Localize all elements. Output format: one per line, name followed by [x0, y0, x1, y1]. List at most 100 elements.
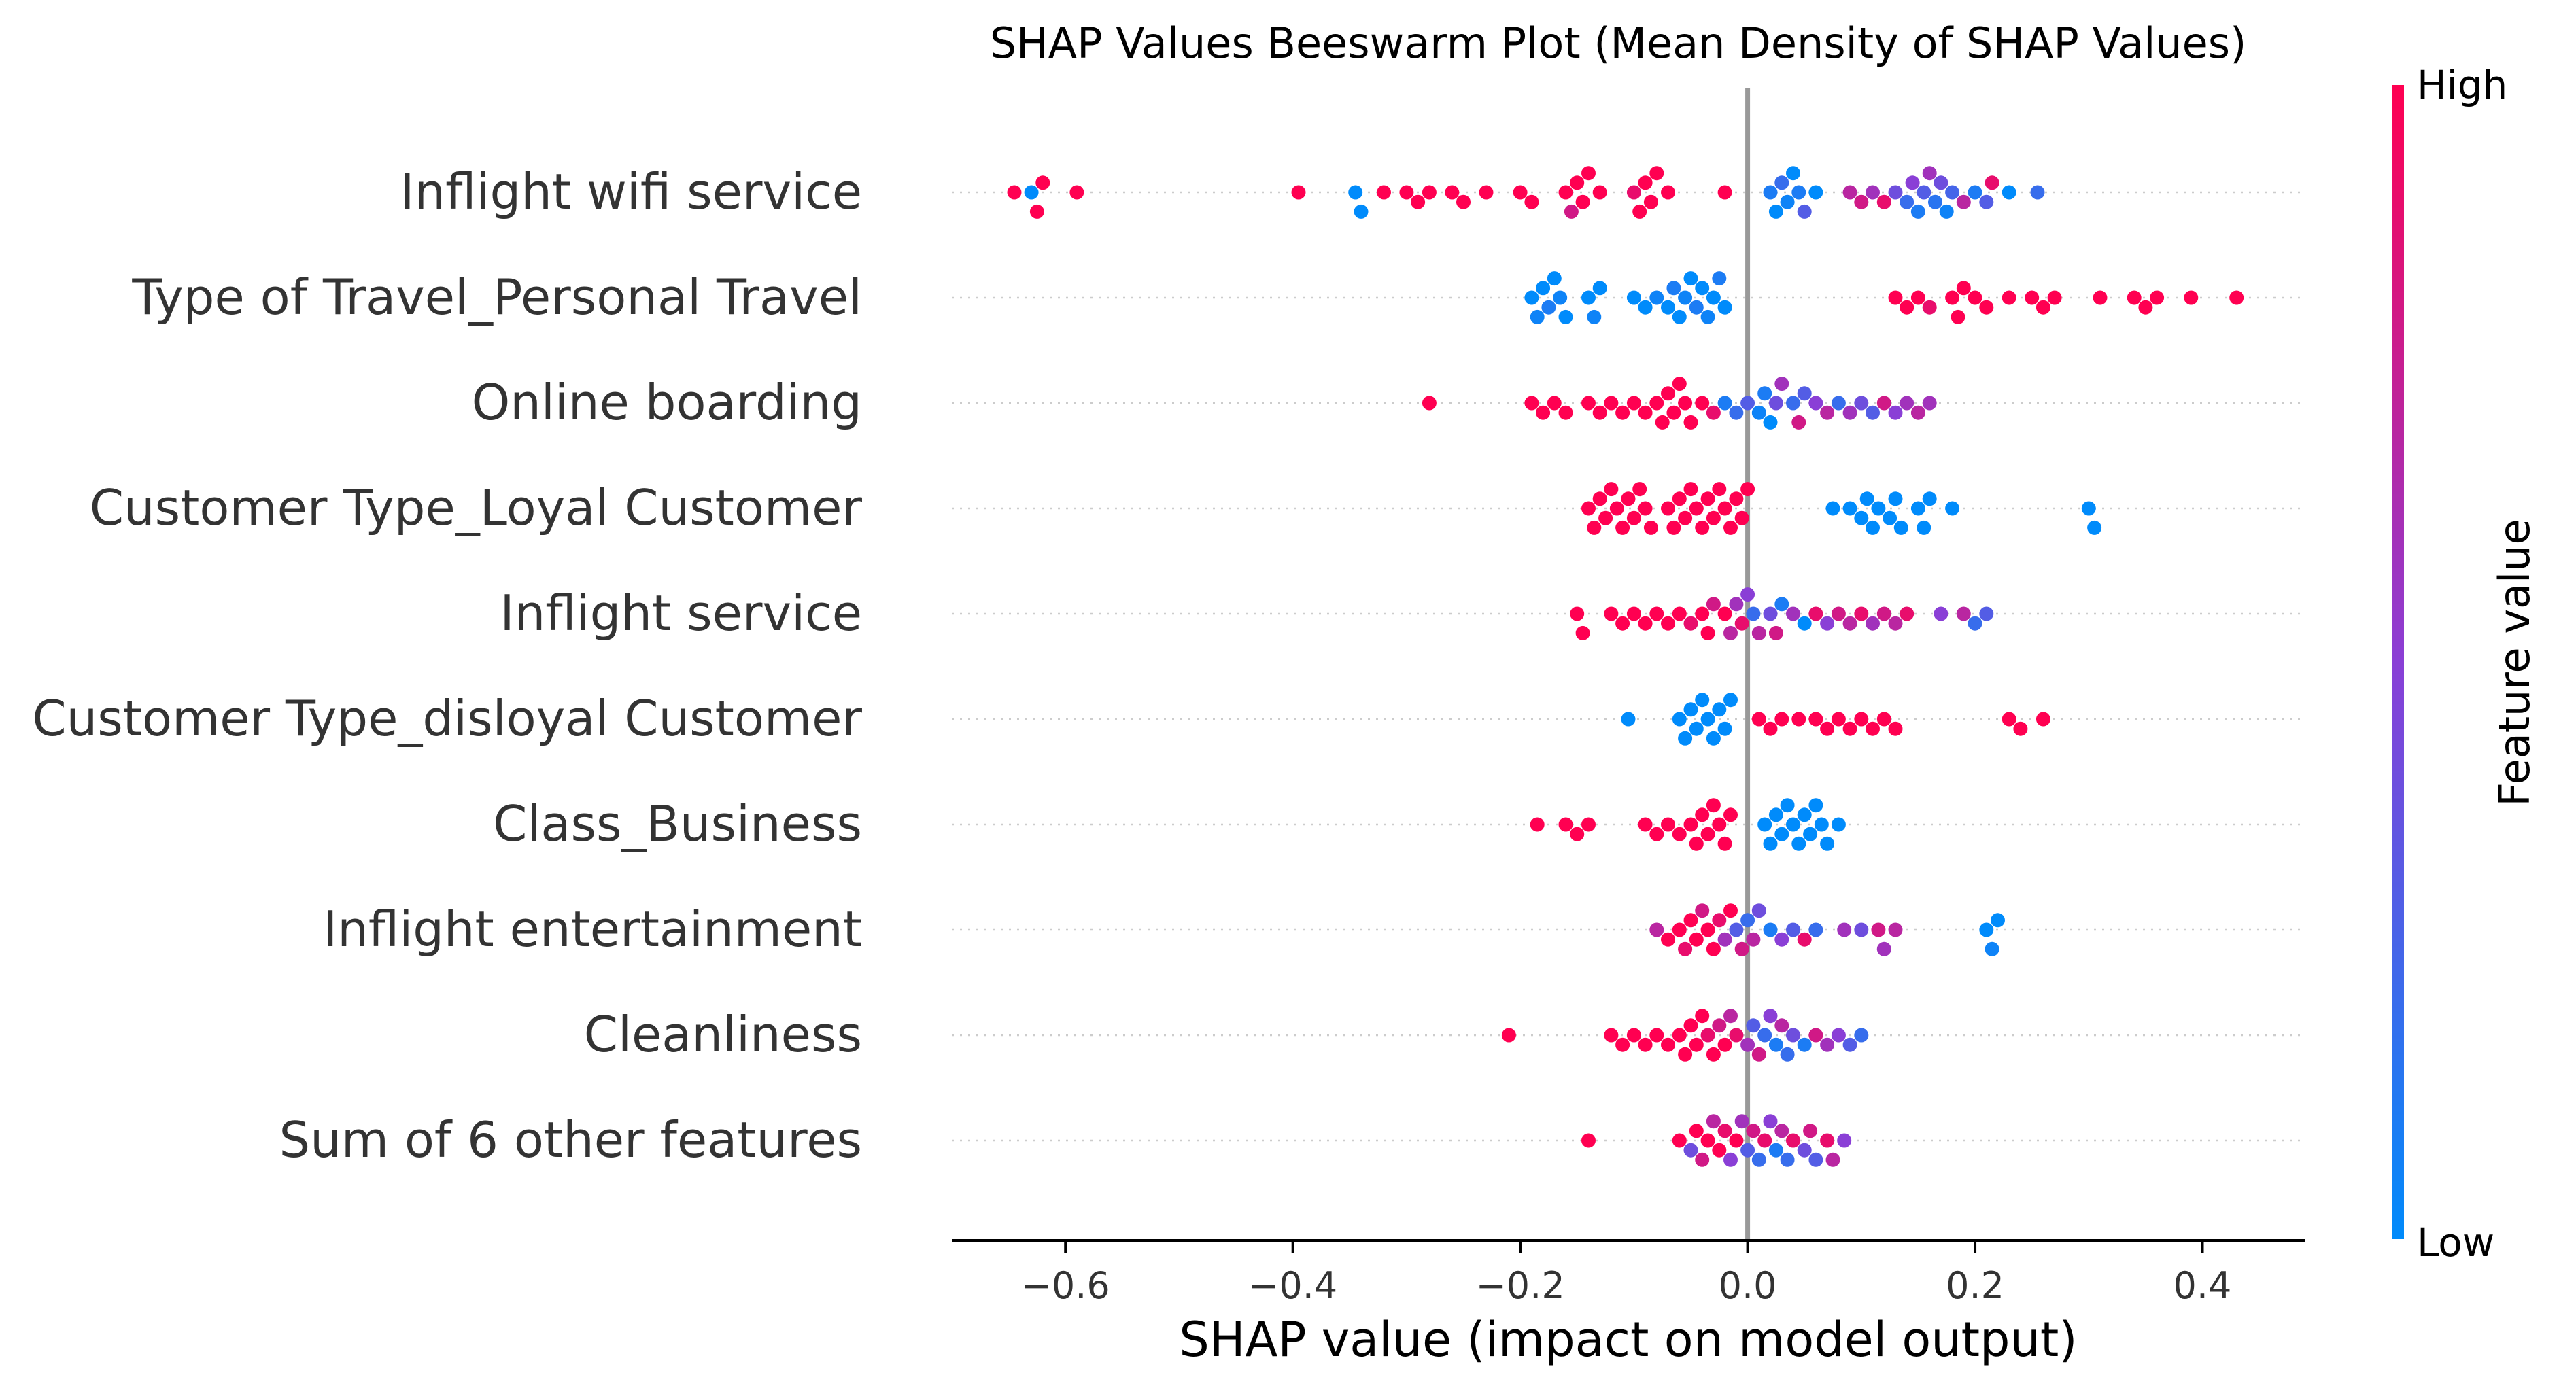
data-point [1717, 396, 1732, 411]
feature-label: Customer Type_disloyal Customer [32, 690, 862, 747]
data-point [1700, 922, 1715, 937]
data-point [1666, 520, 1681, 535]
data-point [1638, 405, 1653, 420]
data-point [2025, 290, 2040, 305]
data-point [1991, 913, 2005, 928]
data-point [2229, 290, 2244, 305]
data-point [1592, 491, 1607, 506]
data-point [1615, 616, 1630, 631]
data-point [1797, 1143, 1812, 1158]
data-point [1768, 807, 1783, 822]
feature-label: Class_Business [493, 795, 862, 852]
data-point [1842, 501, 1857, 516]
data-point [1791, 712, 1806, 727]
data-point [1945, 185, 1960, 200]
data-point [1922, 491, 1937, 506]
data-point [1575, 625, 1590, 640]
data-point [1768, 204, 1783, 219]
data-point [1689, 300, 1704, 315]
data-point [1626, 606, 1641, 621]
data-point [1700, 712, 1715, 727]
data-point [1934, 606, 1948, 621]
data-point [1581, 166, 1596, 181]
data-point [1706, 1047, 1721, 1062]
data-point [1683, 702, 1698, 717]
data-point [1626, 396, 1641, 411]
data-point [1581, 817, 1596, 832]
data-point [1763, 415, 1778, 430]
data-point [1683, 482, 1698, 497]
data-point [1888, 721, 1903, 736]
data-point [2127, 290, 2142, 305]
x-tick-label: −0.4 [1248, 1264, 1337, 1307]
data-point [2150, 290, 2165, 305]
data-point [1592, 405, 1607, 420]
data-point [1854, 712, 1869, 727]
data-point [1649, 166, 1664, 181]
data-point [1746, 1124, 1761, 1138]
data-point [1069, 185, 1084, 200]
data-point [1740, 587, 1755, 602]
data-point [1536, 281, 1551, 296]
data-point [1729, 405, 1744, 420]
data-point [1797, 932, 1812, 947]
data-point [1575, 194, 1590, 209]
data-point [1740, 913, 1755, 928]
data-point [1558, 309, 1573, 324]
data-point [1524, 396, 1539, 411]
data-point [1712, 1143, 1727, 1158]
data-point [2138, 300, 2153, 315]
data-point [1871, 501, 1886, 516]
data-point [1695, 281, 1710, 296]
data-point [1024, 185, 1039, 200]
data-point [1695, 606, 1710, 621]
row-grid-lines [952, 191, 2305, 1142]
data-point [1007, 185, 1022, 200]
data-point [1683, 616, 1698, 631]
data-point [1632, 204, 1647, 219]
data-point [1723, 693, 1738, 708]
data-point [1706, 941, 1721, 956]
data-point [1751, 625, 1766, 640]
data-point [1570, 175, 1585, 190]
data-point [1712, 702, 1727, 717]
data-point [1922, 300, 1937, 315]
data-point [1808, 712, 1823, 727]
data-point [1683, 415, 1698, 430]
data-point [1632, 482, 1647, 497]
data-point [1934, 175, 1948, 190]
data-point [1689, 501, 1704, 516]
data-point [1808, 606, 1823, 621]
data-point [1763, 721, 1778, 736]
data-point [1740, 1037, 1755, 1052]
x-tick-label: 0.0 [1719, 1264, 1777, 1307]
data-point [1695, 903, 1710, 918]
data-point [1706, 731, 1721, 746]
data-point [1638, 817, 1653, 832]
data-point [1740, 396, 1755, 411]
data-point [1729, 1133, 1744, 1148]
data-point [1717, 300, 1732, 315]
data-point [1354, 204, 1369, 219]
data-point [1723, 903, 1738, 918]
data-point [1866, 405, 1880, 420]
data-point [1029, 204, 1044, 219]
data-point [1717, 932, 1732, 947]
data-point [1717, 1037, 1732, 1052]
feature-label: Sum of 6 other features [279, 1111, 863, 1168]
data-point [1780, 798, 1795, 813]
data-point [1820, 1037, 1835, 1052]
data-point [1814, 817, 1829, 832]
data-point [1837, 1133, 1852, 1148]
data-point [1968, 185, 1982, 200]
data-point [1910, 501, 1925, 516]
data-point [1598, 510, 1613, 525]
data-point [1615, 520, 1630, 535]
data-point [1348, 185, 1363, 200]
data-point [1939, 204, 1954, 219]
data-point [1695, 520, 1710, 535]
data-point [1900, 606, 1914, 621]
data-point [1740, 1143, 1755, 1158]
data-point [2087, 520, 2102, 535]
data-point [2047, 290, 2062, 305]
